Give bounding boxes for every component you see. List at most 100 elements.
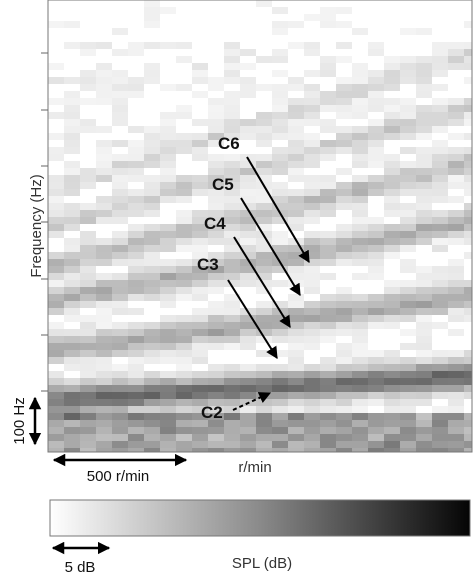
heatmap-cell [64,42,80,49]
heatmap-cell [256,112,272,119]
heatmap-cell [64,378,80,385]
heatmap-cell [128,161,144,168]
heatmap-cell [448,420,464,427]
heatmap-cell [208,399,224,406]
heatmap-cell [400,406,416,413]
heatmap-cell [96,434,112,441]
heatmap-cell [80,245,96,252]
heatmap-cell [448,105,464,112]
heatmap-cell [416,441,432,448]
heatmap-cell [368,245,384,252]
heatmap-cell [304,413,320,420]
heatmap-cell [64,315,80,322]
heatmap-cell [384,350,400,357]
heatmap-cell [160,147,176,154]
heatmap-cell [416,217,432,224]
heatmap-cell [304,273,320,280]
heatmap-cell [256,203,272,210]
heatmap-cell [288,140,304,147]
heatmap-cell [144,21,160,28]
heatmap-cell [64,273,80,280]
heatmap-cell [224,231,240,238]
harmonic-annotations: C6 C5 C4 C3 C2 [197,134,310,422]
heatmap-cell [384,154,400,161]
heatmap-cell [320,413,336,420]
heatmap-cell [64,252,80,259]
heatmap-cell [208,266,224,273]
heatmap-cell [320,448,336,452]
heatmap-cell [64,112,80,119]
heatmap-cell [80,98,96,105]
heatmap-cell [224,189,240,196]
heatmap-cell [160,182,176,189]
heatmap-cell [240,182,256,189]
heatmap-cell [272,91,288,98]
heatmap-cell [192,245,208,252]
heatmap-cell [464,448,472,452]
heatmap-cell [272,252,288,259]
heatmap-cell [368,217,384,224]
heatmap-cell [416,350,432,357]
heatmap-cell [240,364,256,371]
heatmap-cell [240,133,256,140]
heatmap-cell [192,385,208,392]
heatmap-cell [384,105,400,112]
heatmap-cell [272,119,288,126]
heatmap-cell [432,378,448,385]
heatmap-cell [400,427,416,434]
heatmap-cell [64,266,80,273]
heatmap-cell [352,385,368,392]
heatmap-cell [352,133,368,140]
heatmap-cell [416,189,432,196]
heatmap-cell [336,98,352,105]
heatmap-cell [272,161,288,168]
heatmap-cell [80,203,96,210]
heatmap-cell [464,364,472,371]
heatmap-cell [400,329,416,336]
heatmap-cell [448,378,464,385]
heatmap-cell [240,161,256,168]
heatmap-cell [448,224,464,231]
heatmap-cell [336,105,352,112]
heatmap-cell [416,133,432,140]
heatmap-cell [96,448,112,452]
heatmap-cell [160,420,176,427]
heatmap-cell [416,147,432,154]
heatmap-cell [256,420,272,427]
heatmap-cell [368,140,384,147]
annotation-c3-label: C3 [197,255,219,274]
heatmap-cell [256,371,272,378]
heatmap-cell [304,399,320,406]
heatmap-cell [240,266,256,273]
heatmap-cell [208,224,224,231]
heatmap-cell [224,196,240,203]
heatmap-cell [144,77,160,84]
heatmap-cell [64,406,80,413]
heatmap-cell [272,56,288,63]
heatmap-cell [112,441,128,448]
heatmap-cell [368,70,384,77]
heatmap-cell [400,63,416,70]
heatmap-cell [112,98,128,105]
heatmap-cell [448,350,464,357]
heatmap-cell [400,70,416,77]
heatmap-cell [288,392,304,399]
heatmap-cell [272,238,288,245]
heatmap-cell [128,196,144,203]
heatmap-cell [176,385,192,392]
heatmap-cell [240,119,256,126]
heatmap-cell [64,147,80,154]
heatmap-cell [384,56,400,63]
heatmap-cell [80,175,96,182]
heatmap-cell [400,217,416,224]
heatmap-cell [160,84,176,91]
heatmap-cell [192,294,208,301]
heatmap-cell [176,42,192,49]
heatmap-cell [272,280,288,287]
heatmap-cell [160,224,176,231]
heatmap-cell [176,224,192,231]
heatmap-cell [320,420,336,427]
heatmap-cell [48,441,64,448]
heatmap-cell [112,154,128,161]
heatmap-cell [352,91,368,98]
